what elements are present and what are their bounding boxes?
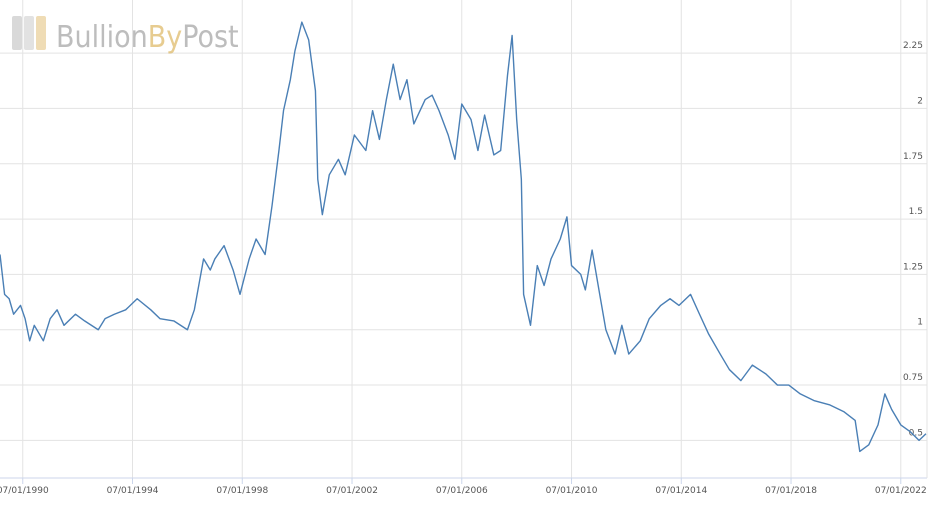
data-line [0, 21, 927, 453]
x-tick-label: 07/01/1998 [216, 486, 268, 496]
y-tick-label: 1.75 [903, 152, 923, 162]
logo-icon [12, 16, 22, 50]
y-tick-label: 0.5 [909, 428, 923, 438]
x-tick-label: 07/01/2010 [546, 486, 598, 496]
logo: BullionByPost [12, 16, 239, 55]
x-tick-label: 07/01/1994 [107, 486, 159, 496]
logo-part: Bullion [56, 20, 148, 55]
x-tick-label: 07/01/2018 [765, 486, 817, 496]
y-tick-label: 2.25 [903, 41, 923, 51]
y-tick-label: 1 [917, 318, 923, 328]
logo-part: Post [182, 20, 238, 55]
x-tick-label: 07/01/2022 [875, 486, 927, 496]
y-tick-label: 2 [917, 96, 923, 106]
grid [0, 0, 927, 478]
x-tick-label: 07/01/2014 [655, 486, 707, 496]
y-tick-label: 1.25 [903, 262, 923, 272]
y-tick-label: 0.75 [903, 373, 923, 383]
x-tick-label: 07/01/2006 [436, 486, 488, 496]
logo-part: By [148, 20, 183, 55]
x-tick-label: 07/01/2002 [326, 486, 378, 496]
logo-text: BullionByPost [56, 20, 239, 55]
x-tick-label: 07/01/1990 [0, 486, 49, 496]
logo-icon [36, 16, 46, 50]
logo-icon [24, 16, 34, 50]
y-tick-label: 1.5 [909, 207, 923, 217]
